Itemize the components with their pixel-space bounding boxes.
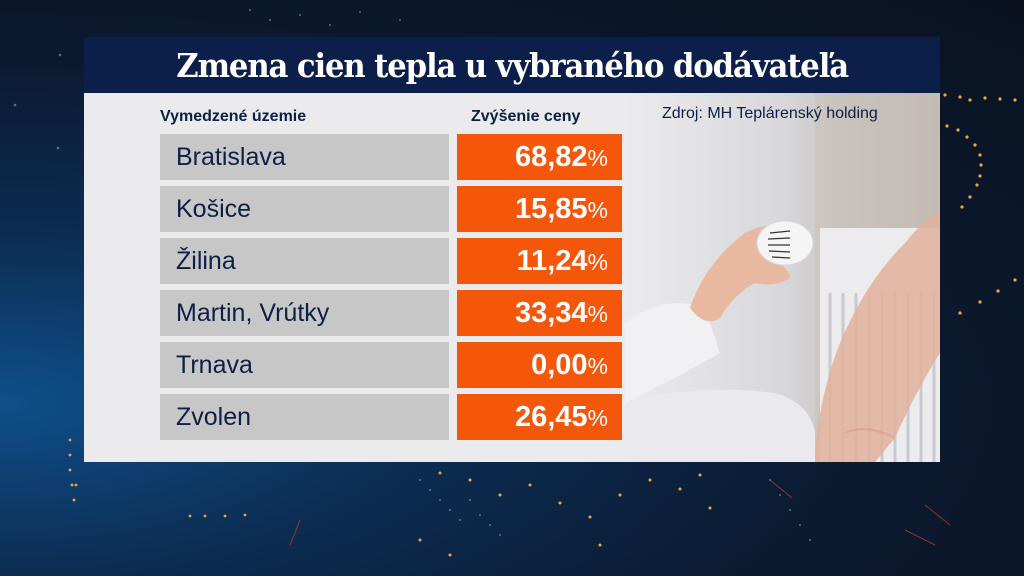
table-row: Trnava 0,00% bbox=[160, 342, 622, 388]
territory-cell: Žilina bbox=[160, 238, 449, 284]
percent-sign: % bbox=[587, 249, 608, 275]
increase-value: 26,45 bbox=[514, 401, 588, 433]
territory-cell: Martin, Vrútky bbox=[160, 290, 449, 336]
territory-cell: Bratislava bbox=[160, 134, 449, 180]
increase-value: 15,85 bbox=[514, 193, 588, 225]
increase-value: 33,34 bbox=[514, 297, 588, 329]
table-row: Bratislava 68,82% bbox=[160, 134, 622, 180]
territory-cell: Košice bbox=[160, 186, 449, 232]
increase-value: 68,82 bbox=[514, 141, 588, 173]
column-header-territory: Vymedzené územie bbox=[160, 108, 307, 125]
territory-cell: Zvolen bbox=[160, 394, 449, 440]
increase-cell: 33,34% bbox=[457, 290, 622, 336]
increase-cell: 0,00% bbox=[457, 342, 622, 388]
percent-sign: % bbox=[587, 145, 608, 171]
percent-sign: % bbox=[587, 197, 608, 223]
percent-sign: % bbox=[587, 353, 608, 379]
page-title: Zmena cien tepla u vybraného dodávateľa bbox=[176, 45, 849, 85]
increase-value: 0,00 bbox=[531, 349, 588, 381]
increase-value: 11,24 bbox=[516, 245, 588, 277]
title-bar: Zmena cien tepla u vybraného dodávateľa bbox=[84, 37, 940, 93]
table-row: Žilina 11,24% bbox=[160, 238, 622, 284]
increase-cell: 68,82% bbox=[457, 134, 622, 180]
percent-sign: % bbox=[587, 405, 608, 431]
radiator-thermostat-illustration bbox=[625, 93, 940, 462]
increase-cell: 26,45% bbox=[457, 394, 622, 440]
radiator-photo bbox=[625, 93, 940, 462]
increase-cell: 15,85% bbox=[457, 186, 622, 232]
territory-cell: Trnava bbox=[160, 342, 449, 388]
column-header-increase: Zvýšenie ceny bbox=[471, 108, 581, 125]
increase-cell: 11,24% bbox=[457, 238, 622, 284]
table-row: Košice 15,85% bbox=[160, 186, 622, 232]
source-label: Zdroj: MH Teplárenský holding bbox=[662, 105, 878, 122]
table-row: Martin, Vrútky 33,34% bbox=[160, 290, 622, 336]
table-row: Zvolen 26,45% bbox=[160, 394, 622, 440]
percent-sign: % bbox=[587, 301, 608, 327]
